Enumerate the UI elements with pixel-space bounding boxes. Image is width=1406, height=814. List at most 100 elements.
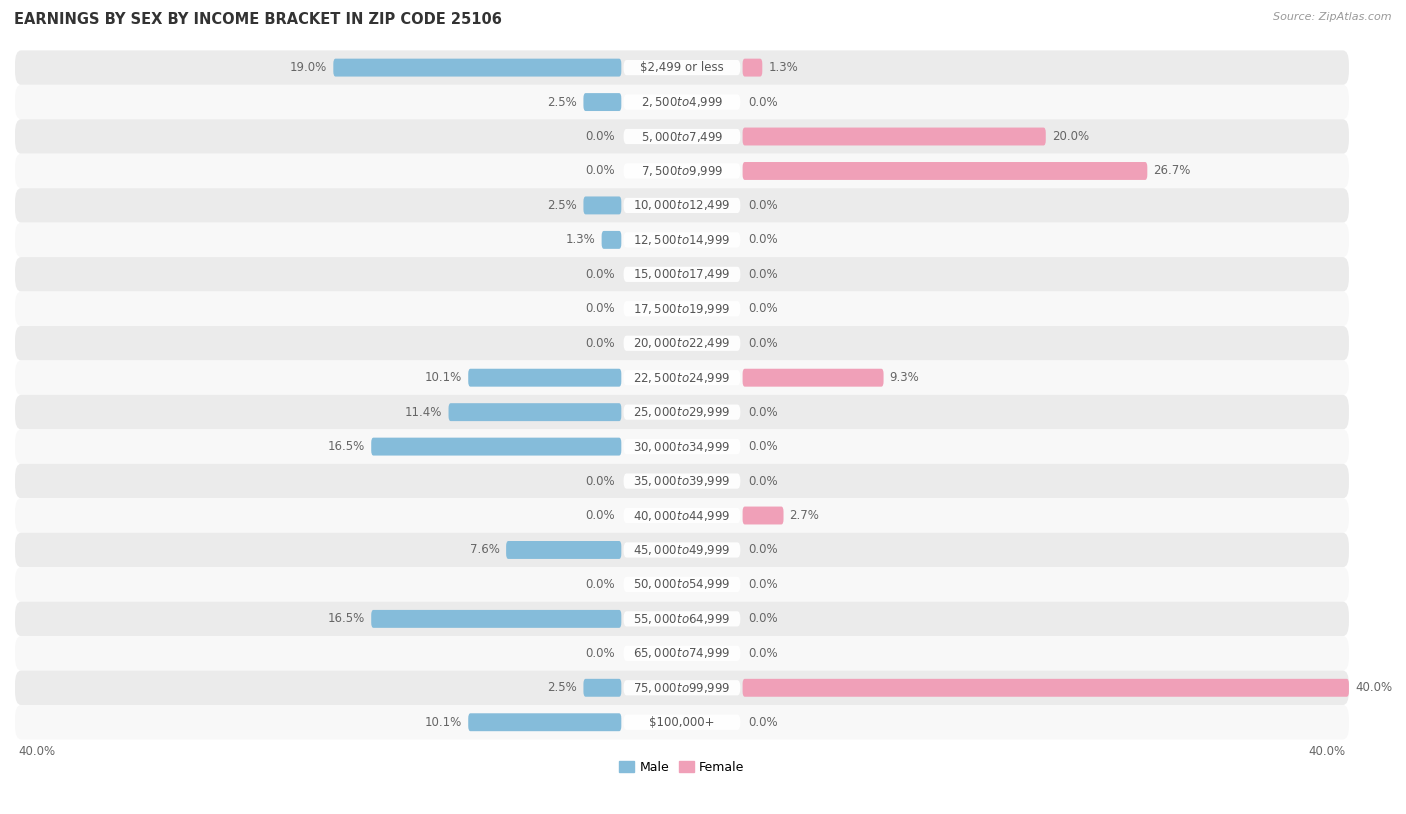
FancyBboxPatch shape	[15, 602, 1348, 636]
Text: $50,000 to $54,999: $50,000 to $54,999	[633, 577, 731, 592]
FancyBboxPatch shape	[624, 232, 741, 247]
FancyBboxPatch shape	[624, 646, 741, 661]
Text: $15,000 to $17,499: $15,000 to $17,499	[633, 267, 731, 282]
Text: 0.0%: 0.0%	[748, 578, 779, 591]
FancyBboxPatch shape	[742, 506, 783, 524]
FancyBboxPatch shape	[624, 508, 741, 523]
FancyBboxPatch shape	[15, 705, 1348, 739]
Text: $30,000 to $34,999: $30,000 to $34,999	[633, 440, 731, 453]
FancyBboxPatch shape	[15, 636, 1348, 671]
Text: 40.0%: 40.0%	[1309, 745, 1346, 758]
Text: EARNINGS BY SEX BY INCOME BRACKET IN ZIP CODE 25106: EARNINGS BY SEX BY INCOME BRACKET IN ZIP…	[14, 12, 502, 27]
FancyBboxPatch shape	[742, 162, 1147, 180]
FancyBboxPatch shape	[624, 335, 741, 351]
Text: 0.0%: 0.0%	[748, 268, 779, 281]
FancyBboxPatch shape	[624, 370, 741, 385]
Text: 0.0%: 0.0%	[748, 440, 779, 453]
FancyBboxPatch shape	[602, 231, 621, 249]
FancyBboxPatch shape	[468, 369, 621, 387]
Text: 2.5%: 2.5%	[547, 95, 578, 108]
Text: $25,000 to $29,999: $25,000 to $29,999	[633, 405, 731, 419]
Text: 10.1%: 10.1%	[425, 716, 463, 729]
FancyBboxPatch shape	[624, 439, 741, 454]
FancyBboxPatch shape	[15, 567, 1348, 602]
Text: $35,000 to $39,999: $35,000 to $39,999	[633, 474, 731, 488]
FancyBboxPatch shape	[15, 671, 1348, 705]
Text: 0.0%: 0.0%	[748, 337, 779, 350]
FancyBboxPatch shape	[15, 291, 1348, 326]
Text: 1.3%: 1.3%	[768, 61, 799, 74]
FancyBboxPatch shape	[15, 120, 1348, 154]
Text: 0.0%: 0.0%	[586, 164, 616, 177]
Text: $22,500 to $24,999: $22,500 to $24,999	[633, 370, 731, 385]
Text: 0.0%: 0.0%	[748, 302, 779, 315]
Text: 19.0%: 19.0%	[290, 61, 328, 74]
FancyBboxPatch shape	[15, 361, 1348, 395]
FancyBboxPatch shape	[371, 610, 621, 628]
Text: $2,499 or less: $2,499 or less	[640, 61, 724, 74]
Text: 20.0%: 20.0%	[1052, 130, 1088, 143]
Text: Source: ZipAtlas.com: Source: ZipAtlas.com	[1274, 12, 1392, 22]
FancyBboxPatch shape	[15, 326, 1348, 361]
Text: 0.0%: 0.0%	[586, 647, 616, 660]
FancyBboxPatch shape	[449, 403, 621, 421]
FancyBboxPatch shape	[624, 301, 741, 317]
FancyBboxPatch shape	[333, 59, 621, 77]
FancyBboxPatch shape	[624, 94, 741, 110]
FancyBboxPatch shape	[15, 532, 1348, 567]
Text: $55,000 to $64,999: $55,000 to $64,999	[633, 612, 731, 626]
Text: $20,000 to $22,499: $20,000 to $22,499	[633, 336, 731, 350]
FancyBboxPatch shape	[15, 188, 1348, 223]
Text: 0.0%: 0.0%	[748, 544, 779, 557]
Text: 0.0%: 0.0%	[586, 302, 616, 315]
FancyBboxPatch shape	[624, 129, 741, 144]
Text: $10,000 to $12,499: $10,000 to $12,499	[633, 199, 731, 212]
Legend: Male, Female: Male, Female	[614, 755, 749, 779]
Text: 0.0%: 0.0%	[748, 199, 779, 212]
Text: 1.3%: 1.3%	[565, 234, 596, 247]
FancyBboxPatch shape	[624, 577, 741, 592]
Text: 0.0%: 0.0%	[586, 337, 616, 350]
Text: 0.0%: 0.0%	[586, 130, 616, 143]
Text: 0.0%: 0.0%	[586, 578, 616, 591]
Text: 2.5%: 2.5%	[547, 199, 578, 212]
Text: 7.6%: 7.6%	[470, 544, 501, 557]
FancyBboxPatch shape	[624, 611, 741, 627]
FancyBboxPatch shape	[371, 438, 621, 456]
FancyBboxPatch shape	[468, 713, 621, 731]
FancyBboxPatch shape	[583, 196, 621, 214]
FancyBboxPatch shape	[624, 681, 741, 695]
Text: 26.7%: 26.7%	[1153, 164, 1191, 177]
Text: $65,000 to $74,999: $65,000 to $74,999	[633, 646, 731, 660]
FancyBboxPatch shape	[15, 50, 1348, 85]
FancyBboxPatch shape	[15, 429, 1348, 464]
FancyBboxPatch shape	[742, 128, 1046, 146]
Text: 0.0%: 0.0%	[748, 612, 779, 625]
FancyBboxPatch shape	[742, 59, 762, 77]
Text: 0.0%: 0.0%	[586, 475, 616, 488]
FancyBboxPatch shape	[583, 93, 621, 111]
FancyBboxPatch shape	[624, 60, 741, 75]
FancyBboxPatch shape	[15, 154, 1348, 188]
Text: $17,500 to $19,999: $17,500 to $19,999	[633, 302, 731, 316]
Text: $12,500 to $14,999: $12,500 to $14,999	[633, 233, 731, 247]
Text: 0.0%: 0.0%	[748, 95, 779, 108]
Text: 0.0%: 0.0%	[748, 647, 779, 660]
Text: 0.0%: 0.0%	[748, 716, 779, 729]
Text: 16.5%: 16.5%	[328, 440, 366, 453]
FancyBboxPatch shape	[583, 679, 621, 697]
FancyBboxPatch shape	[624, 715, 741, 730]
Text: 9.3%: 9.3%	[890, 371, 920, 384]
FancyBboxPatch shape	[624, 474, 741, 488]
Text: 2.5%: 2.5%	[547, 681, 578, 694]
Text: 16.5%: 16.5%	[328, 612, 366, 625]
FancyBboxPatch shape	[742, 369, 883, 387]
Text: $40,000 to $44,999: $40,000 to $44,999	[633, 509, 731, 523]
Text: $75,000 to $99,999: $75,000 to $99,999	[633, 681, 731, 695]
FancyBboxPatch shape	[624, 405, 741, 420]
Text: 40.0%: 40.0%	[1355, 681, 1392, 694]
FancyBboxPatch shape	[624, 164, 741, 178]
Text: $5,000 to $7,499: $5,000 to $7,499	[641, 129, 723, 143]
FancyBboxPatch shape	[15, 223, 1348, 257]
FancyBboxPatch shape	[624, 542, 741, 558]
